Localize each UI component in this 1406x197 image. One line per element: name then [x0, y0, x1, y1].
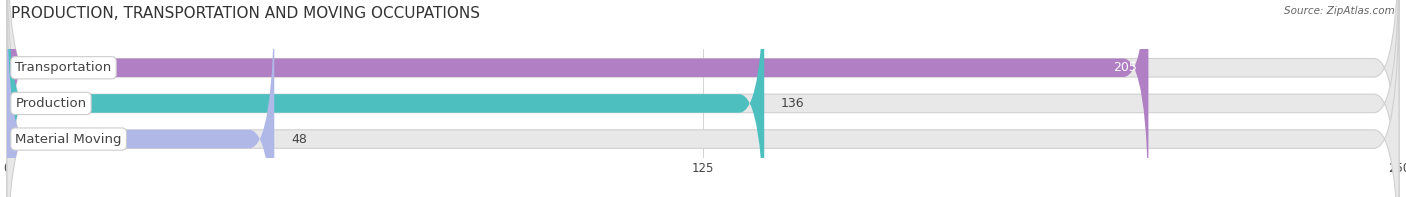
Text: Transportation: Transportation	[15, 61, 111, 74]
Text: 48: 48	[291, 133, 307, 146]
FancyBboxPatch shape	[7, 0, 274, 197]
Text: PRODUCTION, TRANSPORTATION AND MOVING OCCUPATIONS: PRODUCTION, TRANSPORTATION AND MOVING OC…	[11, 6, 481, 21]
FancyBboxPatch shape	[7, 0, 765, 197]
FancyBboxPatch shape	[7, 0, 1399, 197]
FancyBboxPatch shape	[7, 0, 1399, 197]
Text: Material Moving: Material Moving	[15, 133, 122, 146]
FancyBboxPatch shape	[7, 0, 1149, 197]
Text: Source: ZipAtlas.com: Source: ZipAtlas.com	[1284, 6, 1395, 16]
Text: Production: Production	[15, 97, 87, 110]
Text: 136: 136	[780, 97, 804, 110]
Text: 205: 205	[1114, 61, 1137, 74]
FancyBboxPatch shape	[7, 0, 1399, 197]
